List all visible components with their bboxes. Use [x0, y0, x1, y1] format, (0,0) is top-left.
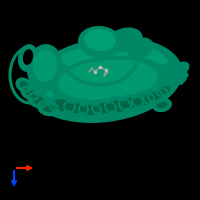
- Ellipse shape: [154, 63, 182, 81]
- Ellipse shape: [49, 96, 75, 114]
- Ellipse shape: [64, 100, 88, 116]
- Ellipse shape: [58, 60, 158, 100]
- Ellipse shape: [50, 56, 170, 108]
- Ellipse shape: [119, 95, 143, 111]
- Ellipse shape: [136, 95, 150, 105]
- Ellipse shape: [143, 90, 163, 104]
- Ellipse shape: [68, 103, 84, 113]
- Ellipse shape: [40, 42, 170, 108]
- Ellipse shape: [105, 97, 131, 115]
- Ellipse shape: [21, 86, 39, 100]
- Ellipse shape: [174, 61, 190, 75]
- Ellipse shape: [78, 26, 122, 58]
- Ellipse shape: [79, 102, 101, 118]
- Ellipse shape: [96, 103, 112, 113]
- Ellipse shape: [132, 92, 154, 108]
- Ellipse shape: [92, 100, 116, 116]
- Ellipse shape: [25, 89, 35, 97]
- Ellipse shape: [38, 101, 58, 115]
- Ellipse shape: [54, 99, 70, 111]
- Ellipse shape: [16, 78, 32, 92]
- Ellipse shape: [83, 105, 97, 115]
- Ellipse shape: [152, 91, 164, 99]
- Ellipse shape: [126, 37, 154, 59]
- Ellipse shape: [33, 50, 57, 82]
- Ellipse shape: [156, 84, 174, 96]
- Ellipse shape: [28, 93, 48, 107]
- Ellipse shape: [110, 100, 126, 112]
- Ellipse shape: [148, 88, 168, 102]
- Ellipse shape: [19, 81, 29, 89]
- Ellipse shape: [84, 29, 116, 51]
- Ellipse shape: [107, 28, 143, 52]
- Ellipse shape: [123, 98, 139, 108]
- Ellipse shape: [27, 44, 63, 92]
- Ellipse shape: [153, 99, 171, 111]
- Ellipse shape: [157, 101, 167, 109]
- Ellipse shape: [18, 44, 38, 72]
- Ellipse shape: [160, 86, 170, 94]
- Ellipse shape: [42, 104, 54, 112]
- Ellipse shape: [147, 92, 159, 102]
- Ellipse shape: [32, 96, 44, 104]
- Ellipse shape: [168, 70, 188, 86]
- Ellipse shape: [28, 37, 182, 123]
- Ellipse shape: [23, 49, 33, 65]
